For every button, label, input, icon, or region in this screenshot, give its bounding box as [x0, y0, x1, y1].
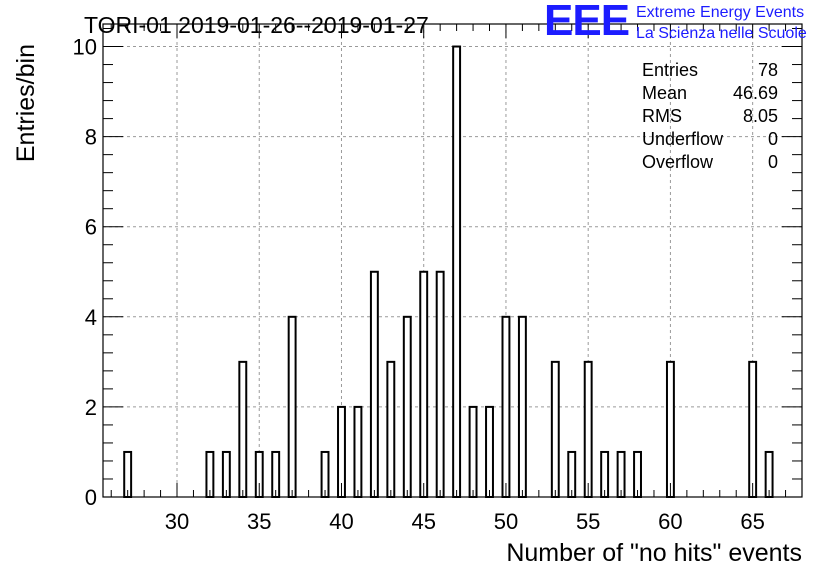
y-tick-label: 10 — [73, 35, 97, 60]
histogram-bar — [452, 45, 462, 499]
histogram-bar — [353, 405, 363, 498]
x-tick-labels: 30 35 40 45 50 55 60 65 — [165, 509, 765, 534]
histogram-bar — [386, 360, 396, 498]
histogram-bar — [419, 270, 429, 498]
eee-logo: EEE Extreme Energy Events La Scienza nel… — [540, 0, 832, 46]
x-tick-label: 30 — [165, 509, 189, 534]
histogram-bar — [402, 315, 412, 498]
y-axis-label: Entries/bin — [12, 44, 40, 162]
stats-box: Entries 78 Mean 46.69 RMS 8.05 Underflow 0 Overf… — [642, 60, 778, 172]
axis-ticks — [103, 24, 803, 498]
x-tick-label: 60 — [658, 509, 682, 534]
histogram-bar — [468, 405, 478, 498]
x-tick-label: 65 — [740, 509, 764, 534]
stats-label: Mean — [642, 83, 687, 103]
x-axis-label: Number of "no hits" events — [506, 539, 802, 567]
x-tick-label: 50 — [494, 509, 518, 534]
y-tick-label: 2 — [85, 395, 97, 420]
stats-value: 78 — [758, 60, 778, 80]
histogram-bar — [583, 360, 593, 498]
chart-title: TORI-01 2019-01-26--2019-01-27 — [84, 12, 429, 38]
histogram-bar — [287, 315, 297, 498]
stats-label: RMS — [642, 106, 682, 126]
histogram-bar — [550, 360, 560, 498]
x-tick-label: 40 — [329, 509, 353, 534]
y-tick-labels: 0 2 4 6 8 10 — [73, 35, 97, 510]
plot-frame — [102, 23, 803, 498]
stats-value: 0 — [768, 129, 778, 149]
histogram-bars — [123, 45, 774, 499]
logo-line-2: La Scienza nelle Scuole — [636, 25, 807, 42]
eee-logo-letters: EEE — [544, 0, 630, 45]
stats-value: 0 — [768, 152, 778, 172]
y-tick-label: 4 — [85, 305, 97, 330]
x-tick-label: 35 — [247, 509, 271, 534]
histogram-bar — [517, 315, 527, 498]
logo-line-1: Extreme Energy Events — [636, 4, 805, 21]
x-tick-label: 45 — [411, 509, 435, 534]
stats-value: 46.69 — [733, 83, 778, 103]
histogram-bar — [435, 270, 445, 498]
y-tick-label: 8 — [85, 125, 97, 150]
stats-label: Underflow — [642, 129, 724, 149]
stats-label: Entries — [642, 60, 698, 80]
histogram-bar — [665, 360, 675, 498]
histogram-bar — [238, 360, 248, 498]
y-tick-label: 0 — [85, 485, 97, 510]
histogram-bar — [501, 315, 511, 498]
x-tick-label: 55 — [576, 509, 600, 534]
histogram-bar — [369, 270, 379, 498]
histogram-bar — [485, 405, 494, 498]
y-tick-label: 6 — [85, 215, 97, 240]
histogram-bar — [748, 360, 758, 498]
stats-value: 8.05 — [743, 106, 778, 126]
stats-label: Overflow — [642, 152, 714, 172]
